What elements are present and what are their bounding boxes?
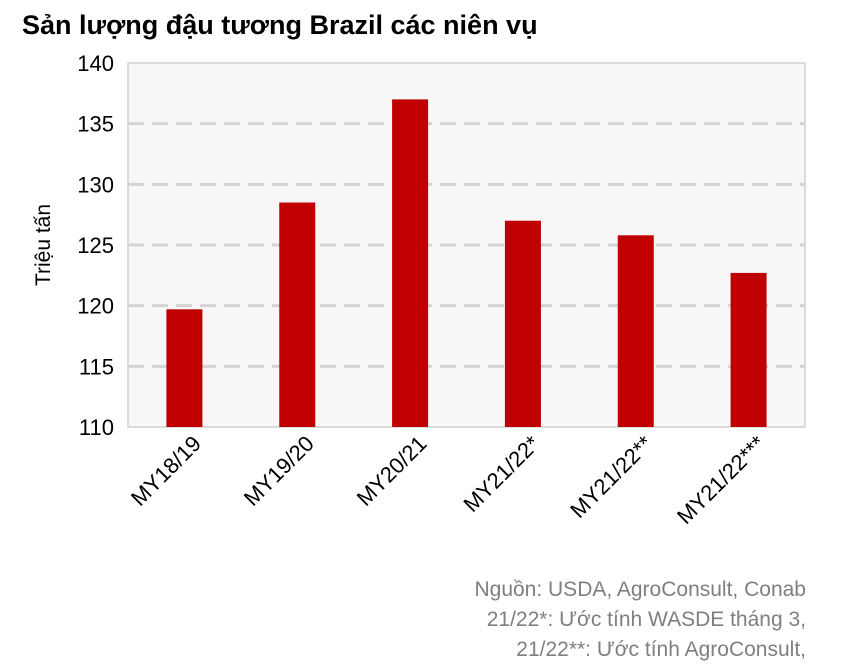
y-tick-label: 135 — [77, 112, 114, 137]
y-tick-label: 120 — [77, 294, 114, 319]
bar — [730, 272, 767, 427]
note-line: Nguồn: USDA, AgroConsult, Conab — [474, 578, 806, 601]
y-axis-label: Triệu tấn — [32, 204, 55, 286]
x-tick-label: MY21/22* — [458, 431, 544, 517]
y-tick-labels: 110 115 120 125 130 135 140 — [77, 51, 114, 440]
y-tick-label: 115 — [79, 354, 114, 379]
chart-notes: Nguồn: USDA, AgroConsult, Conab 21/22*: … — [474, 575, 806, 665]
x-tick-label: MY21/22** — [565, 431, 657, 523]
bar — [504, 220, 541, 427]
bar — [617, 235, 654, 427]
y-tick-label: 110 — [79, 415, 114, 440]
bar — [392, 99, 429, 428]
x-tick-label: MY19/20 — [239, 431, 319, 511]
y-tick-label: 125 — [77, 233, 114, 258]
note-line: 21/22*: Ước tính WASDE tháng 3, — [486, 608, 806, 631]
y-tick-label: 140 — [77, 51, 114, 76]
note-line: 21/22**: Ước tính AgroConsult, — [516, 638, 806, 661]
x-tick-label: MY18/19 — [126, 431, 206, 511]
x-tick-label: MY20/21 — [352, 431, 432, 511]
x-tick-label: MY21/22*** — [672, 431, 770, 529]
bars — [166, 99, 767, 428]
y-tick-label: 130 — [77, 172, 114, 197]
chart-title: Sản lượng đậu tương Brazil các niên vụ — [22, 10, 538, 40]
bar — [279, 202, 316, 427]
gridlines — [128, 122, 805, 368]
bar — [166, 309, 203, 427]
x-tick-labels: MY18/19 MY19/20 MY20/21 MY21/22* MY21/22** MY… — [126, 431, 770, 529]
